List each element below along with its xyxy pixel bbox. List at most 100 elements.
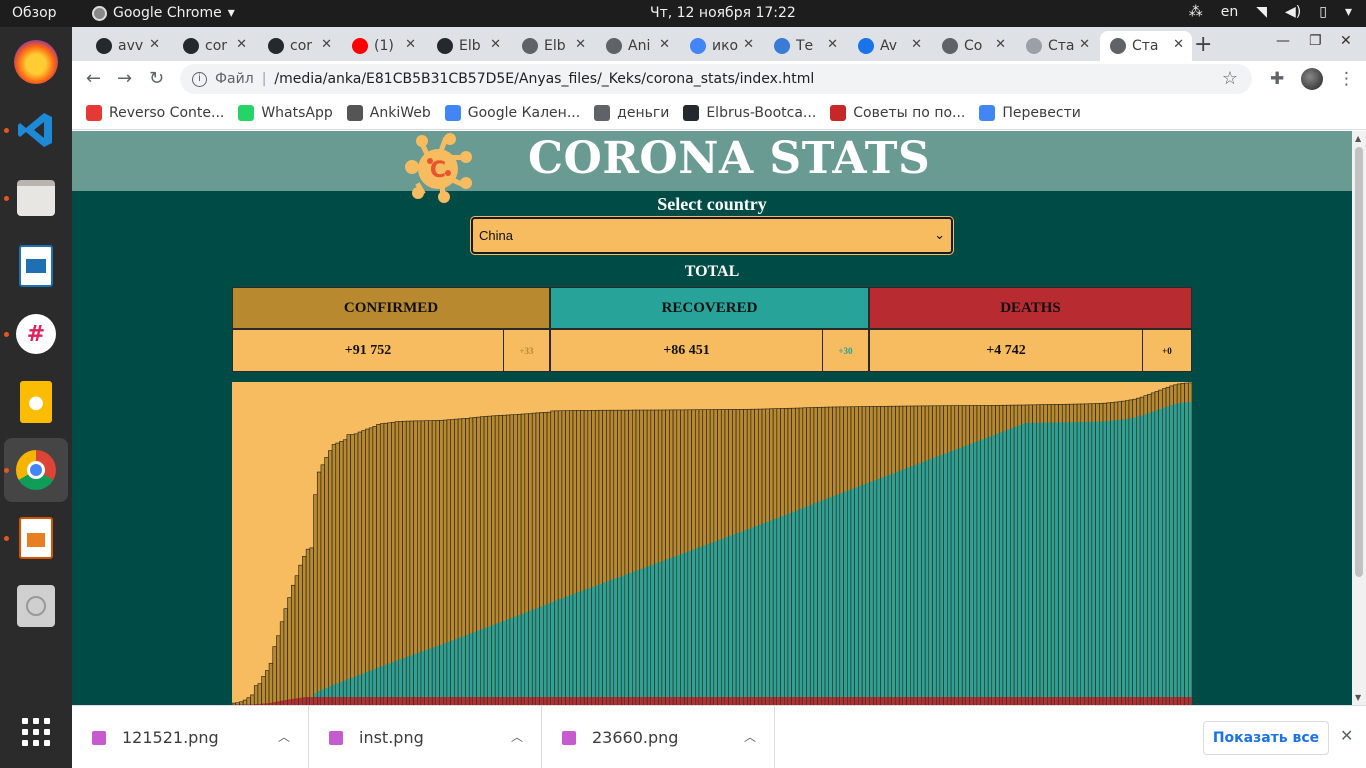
- browser-tab[interactable]: Ста ✕: [1016, 31, 1098, 61]
- recovered-bar: [1107, 420, 1111, 705]
- browser-tab[interactable]: cor ✕: [258, 31, 340, 61]
- close-window-button[interactable]: ✕: [1340, 33, 1352, 49]
- close-tab-icon[interactable]: ✕: [743, 37, 754, 52]
- bookmark-item[interactable]: Reverso Conte...: [86, 105, 224, 121]
- recovered-bar: [699, 546, 703, 705]
- disk-icon[interactable]: [14, 584, 58, 628]
- forward-icon[interactable]: →: [117, 68, 133, 89]
- page-scrollbar[interactable]: ▲ ▼: [1352, 131, 1366, 705]
- bookmark-star-icon[interactable]: ☆: [1221, 68, 1238, 89]
- deaths-bar: [829, 697, 833, 705]
- close-tab-icon[interactable]: ✕: [659, 37, 670, 52]
- browser-tab[interactable]: Ста ✕: [1100, 31, 1192, 61]
- scroll-down-icon[interactable]: ▼: [1355, 693, 1362, 702]
- bookmark-item[interactable]: Elbrus-Bootca...: [683, 105, 816, 121]
- minimize-button[interactable]: —: [1276, 33, 1290, 49]
- browser-tab[interactable]: Elb ✕: [427, 31, 509, 61]
- confirmed-bar: [376, 424, 381, 705]
- browser-tab[interactable]: (1) ✕: [342, 31, 424, 61]
- recovered-bar: [1140, 415, 1144, 705]
- recovered-bar: [673, 556, 677, 705]
- browser-tab[interactable]: Ani ✕: [596, 31, 678, 61]
- url-text[interactable]: /media/anka/E81CB5B31CB57D5E/Anyas_files…: [274, 71, 815, 87]
- browser-tab[interactable]: Co ✕: [932, 31, 1014, 61]
- scroll-up-icon[interactable]: ▲: [1355, 134, 1362, 143]
- writer-icon[interactable]: [14, 244, 58, 288]
- back-icon[interactable]: ←: [86, 68, 102, 89]
- keep-notes-icon[interactable]: ●: [14, 380, 58, 424]
- tab-label: Av: [880, 38, 898, 54]
- deaths-bar: [625, 697, 629, 705]
- activities-button[interactable]: Обзор: [12, 5, 57, 21]
- browser-tab[interactable]: Elb ✕: [512, 31, 594, 61]
- bookmark-item[interactable]: Google Кален...: [444, 105, 580, 121]
- chrome-icon[interactable]: [14, 448, 58, 492]
- recovered-bar: [662, 560, 666, 705]
- close-tab-icon[interactable]: ✕: [827, 37, 838, 52]
- confirmed-bar: [305, 548, 311, 705]
- close-tab-icon[interactable]: ✕: [490, 37, 501, 52]
- keyboard-layout[interactable]: en: [1220, 4, 1239, 20]
- slack-icon[interactable]: #: [14, 312, 58, 356]
- bookmark-item[interactable]: деньги: [594, 105, 669, 121]
- show-all-downloads-button[interactable]: Показать все: [1203, 721, 1329, 755]
- deaths-bar: [981, 697, 985, 705]
- bookmark-item[interactable]: Перевести: [979, 105, 1081, 121]
- deaths-bar: [284, 699, 288, 705]
- close-tab-icon[interactable]: ✕: [236, 37, 247, 52]
- vscode-icon[interactable]: [14, 108, 58, 152]
- reload-icon[interactable]: ↻: [149, 68, 165, 89]
- download-item[interactable]: inst.png ︿: [309, 706, 542, 768]
- browser-tab[interactable]: avv ✕: [86, 31, 168, 61]
- chevron-up-icon[interactable]: ︿: [510, 730, 523, 744]
- menu-icon[interactable]: ⋮: [1338, 69, 1355, 89]
- info-icon[interactable]: i: [192, 71, 207, 87]
- recovered-bar: [606, 581, 610, 705]
- new-tab-button[interactable]: +: [1194, 32, 1213, 57]
- close-tab-icon[interactable]: ✕: [575, 37, 586, 52]
- browser-tab[interactable]: Av ✕: [848, 31, 930, 61]
- extensions-icon[interactable]: ✚: [1270, 69, 1285, 89]
- clock[interactable]: Чт, 12 ноября 17:22: [650, 5, 796, 21]
- bookmark-item[interactable]: WhatsApp: [238, 105, 333, 121]
- close-tab-icon[interactable]: ✕: [321, 37, 332, 52]
- browser-tab[interactable]: cor ✕: [173, 31, 255, 61]
- chevron-up-icon[interactable]: ︿: [743, 730, 756, 744]
- close-tab-icon[interactable]: ✕: [911, 37, 922, 52]
- browser-tab[interactable]: Те ✕: [764, 31, 846, 61]
- close-tab-icon[interactable]: ✕: [995, 37, 1006, 52]
- close-tab-icon[interactable]: ✕: [405, 37, 416, 52]
- system-tray[interactable]: ⁂ en ◥ ◀) ▯ ▾: [1189, 4, 1352, 20]
- impress-icon[interactable]: [14, 516, 58, 560]
- show-applications-icon[interactable]: [14, 710, 58, 754]
- bookmark-item[interactable]: Советы по по...: [830, 105, 965, 121]
- bookmark-item[interactable]: AnkiWeb: [346, 105, 431, 121]
- deaths-bar: [703, 697, 707, 705]
- browser-tab[interactable]: ико ✕: [680, 31, 762, 61]
- scrollbar-thumb[interactable]: [1355, 147, 1363, 577]
- deaths-bar: [766, 697, 770, 705]
- app-menu[interactable]: Google Chrome ▾: [92, 5, 235, 21]
- network-icon[interactable]: ⁂: [1188, 4, 1203, 20]
- close-tab-icon[interactable]: ✕: [149, 37, 160, 52]
- firefox-icon[interactable]: [14, 40, 58, 84]
- profile-avatar[interactable]: [1301, 68, 1323, 90]
- files-icon[interactable]: [14, 176, 58, 220]
- country-select[interactable]: China ⌄: [471, 217, 953, 254]
- download-item[interactable]: 23660.png ︿: [542, 706, 775, 768]
- close-shelf-icon[interactable]: ✕: [1340, 726, 1354, 745]
- power-menu-icon[interactable]: ▾: [1344, 4, 1352, 20]
- address-bar[interactable]: i Файл | /media/anka/E81CB5B31CB57D5E/An…: [180, 64, 1252, 94]
- github-icon: [183, 38, 199, 54]
- volume-icon[interactable]: ◀): [1285, 4, 1302, 20]
- recovered-bar: [714, 541, 718, 705]
- deaths-bar: [666, 697, 669, 705]
- download-item[interactable]: 121521.png ︿: [72, 706, 309, 768]
- deaths-bar: [1114, 697, 1118, 705]
- wifi-icon[interactable]: ◥: [1256, 4, 1268, 20]
- close-tab-icon[interactable]: ✕: [1173, 37, 1184, 52]
- battery-icon[interactable]: ▯: [1319, 4, 1327, 20]
- maximize-button[interactable]: ❐: [1309, 33, 1322, 49]
- chevron-up-icon[interactable]: ︿: [277, 730, 290, 744]
- close-tab-icon[interactable]: ✕: [1079, 37, 1090, 52]
